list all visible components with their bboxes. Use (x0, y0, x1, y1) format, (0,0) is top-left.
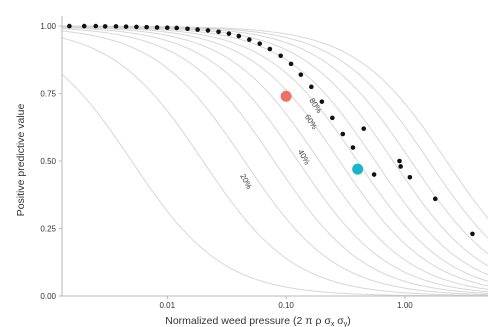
data-point (247, 37, 252, 42)
background-curve (61, 26, 488, 287)
data-point (319, 99, 325, 104)
data-point (330, 115, 335, 121)
data-point (361, 126, 367, 131)
data-point (407, 174, 413, 180)
data-point (257, 41, 263, 46)
x-tick-label: 1.00 (397, 301, 413, 310)
data-point (398, 164, 403, 169)
highlight-point (352, 163, 364, 175)
background-curve (61, 37, 488, 296)
y-tick-label: 0.75 (40, 90, 56, 99)
x-tick-label: 0.10 (278, 301, 294, 310)
x-tick-label: 0.01 (159, 301, 175, 310)
background-curve (61, 26, 488, 282)
background-curve (61, 28, 488, 295)
highlight-point (280, 90, 292, 102)
highlight-points (280, 90, 364, 175)
curve-label: 20% (238, 172, 253, 190)
data-point (309, 84, 314, 90)
data-point (470, 231, 475, 237)
data-point (123, 24, 129, 29)
data-point (134, 24, 139, 30)
y-tick-label: 0.50 (40, 157, 56, 166)
background-curve (61, 25, 488, 276)
background-curve (61, 25, 488, 267)
data-point (397, 158, 402, 164)
y-tick-label: 1.00 (40, 22, 56, 31)
background-curves (61, 25, 488, 297)
data-point (81, 23, 87, 29)
data-point (226, 31, 232, 36)
data-point (185, 26, 190, 32)
background-curve (61, 30, 488, 296)
y-axis-title: Positive predictive value (15, 104, 27, 217)
data-point (350, 145, 356, 150)
data-point (278, 53, 283, 59)
background-curve (61, 26, 488, 290)
data-point (236, 33, 242, 39)
data-point (154, 25, 160, 30)
data-point (113, 24, 119, 29)
background-curve (61, 74, 488, 297)
data-point (102, 24, 108, 29)
curve-label: 40% (296, 148, 312, 166)
data-point (371, 172, 377, 177)
y-tick-label: 0.00 (40, 292, 56, 301)
data-point (298, 72, 304, 77)
data-point (288, 61, 294, 67)
background-curve (61, 27, 488, 293)
data-point (216, 29, 221, 35)
data-point (93, 23, 99, 29)
data-point (340, 131, 346, 137)
y-tick-label: 0.25 (40, 225, 56, 234)
dotted-series (67, 23, 475, 237)
data-point (195, 27, 200, 32)
data-point (432, 196, 438, 202)
background-curve (61, 25, 488, 255)
x-ticks: 0.01 0.10 1.00 (159, 296, 413, 310)
data-point (174, 25, 179, 31)
axes (61, 16, 488, 297)
data-point (267, 46, 273, 52)
curve-labels: 20%40%60%80% (238, 97, 324, 191)
data-point (164, 25, 170, 31)
data-point (144, 24, 149, 30)
data-point (67, 23, 72, 29)
background-curve (62, 25, 488, 219)
background-curve (62, 25, 488, 239)
data-point (205, 28, 211, 33)
y-ticks: 0.00 0.25 0.50 0.75 1.00 (40, 22, 62, 301)
x-axis-title: Normalized weed pressure (2 π ρ σx σy) (165, 315, 351, 327)
